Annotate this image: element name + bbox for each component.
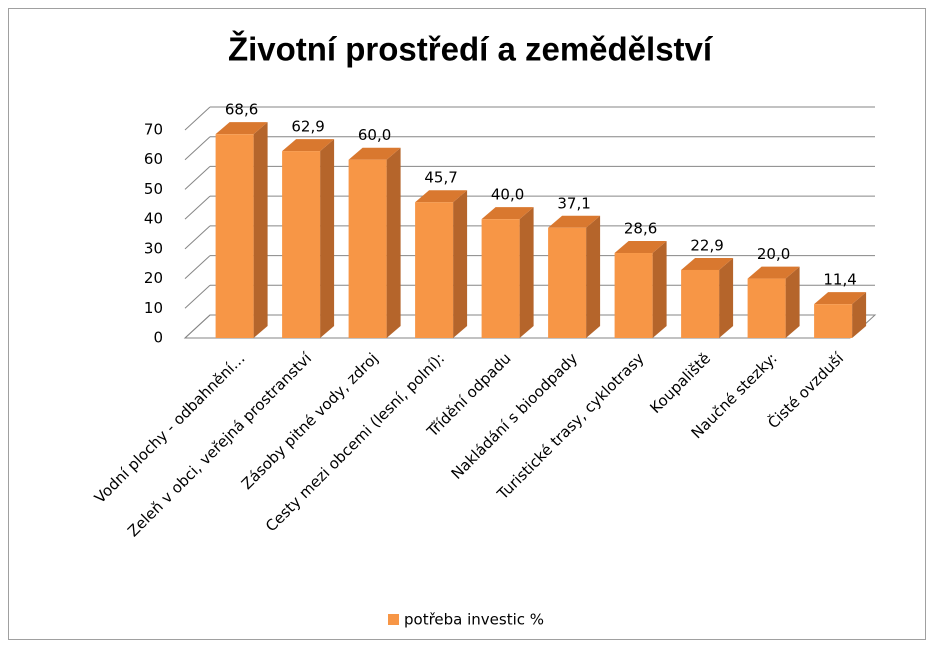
bar-side <box>453 190 468 338</box>
bar-front <box>415 202 454 338</box>
y-tick-label: 20 <box>144 269 163 287</box>
grid-line-side <box>184 255 211 279</box>
bar <box>814 292 867 338</box>
bar-front <box>481 219 520 338</box>
bar-top <box>282 139 335 152</box>
bar-side <box>586 215 601 338</box>
bar-top <box>348 147 401 160</box>
data-label: 60,0 <box>358 126 391 144</box>
bar-top <box>614 241 667 254</box>
bar <box>614 241 667 338</box>
grid-line-side <box>184 225 211 250</box>
grid-line-side <box>184 136 211 161</box>
bar-top <box>481 207 534 220</box>
data-label: 45,7 <box>424 169 457 187</box>
grid-line-side <box>184 314 211 339</box>
bar-top <box>415 190 468 203</box>
bar-front <box>215 134 254 338</box>
bar-front <box>681 269 720 338</box>
data-label: 68,6 <box>225 101 258 119</box>
grid-line-side <box>184 284 211 309</box>
data-label: 37,1 <box>557 194 590 212</box>
bar <box>681 257 734 338</box>
bar <box>215 122 268 338</box>
bar-top <box>681 257 734 270</box>
bar-front <box>548 227 587 338</box>
bar-side <box>386 147 401 338</box>
grid-line-side <box>184 106 211 131</box>
data-label: 11,4 <box>823 271 856 289</box>
bar-side <box>719 257 734 338</box>
bar <box>415 190 468 338</box>
bar <box>548 215 601 338</box>
bar-front <box>348 159 387 338</box>
bar-side <box>253 122 268 338</box>
grid-line-side <box>184 195 211 220</box>
y-tick-label: 60 <box>144 150 163 168</box>
bar-top <box>215 122 268 135</box>
y-tick-label: 70 <box>144 121 163 139</box>
data-label: 22,9 <box>690 236 723 254</box>
y-tick-label: 10 <box>144 299 163 317</box>
data-label: 62,9 <box>291 118 324 136</box>
chart-title: Životní prostředí a zemědělství <box>228 31 714 68</box>
bar-front <box>614 253 653 338</box>
bar <box>282 139 335 338</box>
bar-front <box>282 151 321 338</box>
y-tick-label: 30 <box>144 239 163 257</box>
data-label: 40,0 <box>491 186 524 204</box>
bar-side <box>652 241 667 338</box>
bar-front <box>747 278 786 338</box>
bar <box>747 266 800 338</box>
legend-label: potřeba investic % <box>404 611 544 629</box>
bar-side <box>852 292 867 338</box>
grid-line-side <box>184 166 211 190</box>
bar-top <box>548 215 601 228</box>
data-label: 28,6 <box>624 220 657 238</box>
bar <box>348 147 401 338</box>
bar-side <box>519 207 534 338</box>
bar <box>481 207 534 338</box>
y-tick-label: 40 <box>144 210 163 228</box>
bar-top <box>747 266 800 279</box>
y-tick-label: 50 <box>144 180 163 198</box>
data-label: 20,0 <box>757 245 790 263</box>
bar-front <box>814 304 853 338</box>
bar-top <box>814 292 867 305</box>
bar-side <box>320 139 335 338</box>
legend-swatch <box>388 614 399 625</box>
bar-side <box>785 266 800 338</box>
y-tick-label: 0 <box>153 329 163 347</box>
